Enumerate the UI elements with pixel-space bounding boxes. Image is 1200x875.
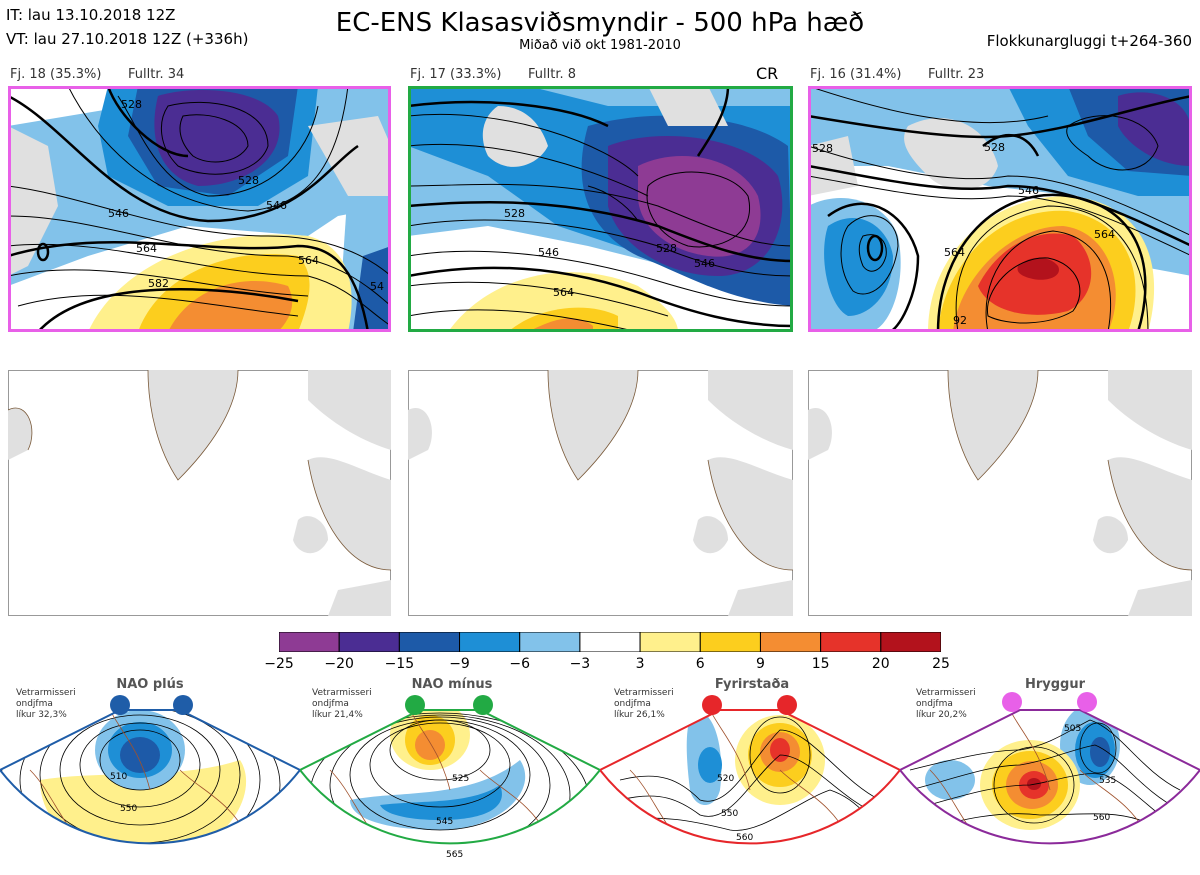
contour-label: 528 — [238, 174, 259, 187]
contour-label: 546 — [1018, 184, 1039, 197]
regime-4-marker — [1077, 692, 1097, 712]
page-subtitle: Miðað við okt 1981-2010 — [519, 38, 681, 53]
regime-3-title: Fyrirstaða — [714, 677, 790, 692]
regime-2-map: 525 545 565 — [298, 690, 602, 871]
regime-4-map: 505 535 560 — [898, 690, 1200, 871]
contour-label: 528 — [984, 141, 1005, 154]
regime-3-marker — [777, 695, 797, 715]
colorbar-tick-label: −15 — [384, 656, 415, 672]
contour-label: 54 — [370, 280, 384, 293]
colorbar-tick-label: −20 — [324, 656, 354, 672]
contour-label: 528 — [656, 242, 677, 255]
cluster-2-members: Fulltr. 8 — [528, 67, 577, 82]
colorbar — [278, 631, 942, 653]
cluster-3-border — [808, 86, 1192, 332]
colorbar-swatch — [398, 631, 461, 653]
regime-1-marker — [110, 695, 130, 715]
cluster-2-border — [408, 86, 793, 332]
regime-1-note: Vetrarmisseri ondjfma líkur 32,3% — [16, 688, 76, 720]
colorbar-swatch — [338, 631, 400, 653]
regime-1-title: NAO plús — [116, 677, 184, 692]
regime-1-marker — [173, 695, 193, 715]
contour-label: 564 — [944, 246, 965, 259]
init-time: IT: lau 13.10.2018 12Z — [6, 6, 176, 24]
regime-3-map: 520 550 560 — [598, 690, 902, 871]
regime-2-title: NAO mínus — [411, 677, 493, 692]
colorbar-tick-label: 9 — [755, 656, 765, 672]
colorbar-tick-label: 15 — [811, 656, 830, 672]
colorbar-swatch — [820, 631, 882, 653]
contour-label: 505 — [1064, 724, 1081, 734]
contour-label: 510 — [110, 772, 127, 782]
regime-2-marker — [405, 695, 425, 715]
classification-window: Flokkunargluggi t+264-360 — [986, 32, 1192, 50]
regime-3-note: Vetrarmisseri ondjfma líkur 26,1% — [614, 688, 674, 720]
contour-label: 535 — [1099, 776, 1116, 786]
cluster-3-label: Fj. 16 (31.4%) — [810, 67, 902, 82]
colorbar-tick-label: 6 — [695, 656, 705, 672]
regime-3-marker — [702, 695, 722, 715]
contour-label: 565 — [446, 850, 463, 860]
contour-label: 582 — [148, 277, 169, 290]
regime-1-map: 510 550 — [0, 690, 302, 871]
cluster-1-map: 528 546 564 582 546 564 528 54 — [8, 86, 391, 332]
empty-map-2 — [408, 370, 793, 616]
contour-label: 520 — [717, 774, 734, 784]
colorbar-swatch — [278, 631, 340, 653]
contour-label: 528 — [812, 142, 833, 155]
cluster-2-tag: CR — [756, 64, 779, 83]
contour-label: 546 — [694, 257, 715, 270]
contour-label: 546 — [266, 199, 287, 212]
colorbar-tick-label: −25 — [264, 656, 294, 672]
valid-time: VT: lau 27.10.2018 12Z (+336h) — [6, 30, 249, 48]
colorbar-tick-label: 20 — [871, 656, 890, 672]
regime-2-note: Vetrarmisseri ondjfma líkur 21,4% — [312, 688, 372, 720]
empty-map-1 — [8, 370, 391, 616]
cluster-2-label: Fj. 17 (33.3%) — [410, 67, 502, 82]
cluster-3-members: Fulltr. 23 — [928, 67, 985, 82]
contour-label: 525 — [452, 774, 469, 784]
contour-label: 546 — [108, 207, 129, 220]
contour-label: 560 — [1093, 813, 1110, 823]
regime-4-title: Hryggur — [1024, 677, 1086, 692]
contour-label: 528 — [504, 207, 525, 220]
colorbar-swatch — [699, 631, 761, 653]
contour-label: 564 — [553, 286, 574, 299]
colorbar-tick-label: −3 — [569, 656, 591, 672]
colorbar-swatch — [639, 631, 701, 653]
regime-4-border — [898, 709, 1200, 845]
colorbar-swatch — [459, 631, 521, 653]
contour-label: 550 — [120, 804, 137, 814]
colorbar-swatch — [759, 631, 822, 653]
regime-1-border — [0, 709, 302, 845]
cluster-1-members: Fulltr. 34 — [128, 67, 185, 82]
colorbar-tick-label: 25 — [932, 656, 950, 672]
contour-label: 564 — [136, 242, 157, 255]
contour-label: 546 — [538, 246, 559, 259]
cluster-3-map: 528 546 564 564 528 92 — [808, 86, 1192, 332]
empty-map-3 — [808, 370, 1192, 616]
contour-label: 92 — [953, 314, 967, 327]
contour-label: 545 — [436, 817, 453, 827]
colorbar-tick-label: 3 — [635, 656, 645, 672]
cluster-1-label: Fj. 18 (35.3%) — [10, 67, 102, 82]
contour-label: 528 — [121, 98, 142, 111]
regime-4-marker — [1002, 692, 1022, 712]
contour-label: 560 — [736, 833, 753, 843]
contour-label: 564 — [1094, 228, 1115, 241]
contour-label: 550 — [721, 809, 738, 819]
colorbar-swatch — [519, 631, 581, 653]
colorbar-tick-label: −9 — [449, 656, 470, 672]
colorbar-swatch — [579, 631, 641, 653]
regime-2-border — [298, 709, 602, 845]
regime-4-note: Vetrarmisseri ondjfma líkur 20,2% — [916, 688, 976, 720]
cluster-1-border — [8, 86, 391, 332]
regime-3-border — [598, 709, 902, 845]
cluster-2-map: 528 546 564 528 546 — [408, 86, 793, 332]
page-title: EC-ENS Klasasviðsmyndir - 500 hPa hæð — [335, 8, 865, 38]
colorbar-swatch — [880, 631, 942, 653]
contour-label: 564 — [298, 254, 319, 267]
regime-2-marker — [473, 695, 493, 715]
colorbar-tick-label: −6 — [509, 656, 531, 672]
